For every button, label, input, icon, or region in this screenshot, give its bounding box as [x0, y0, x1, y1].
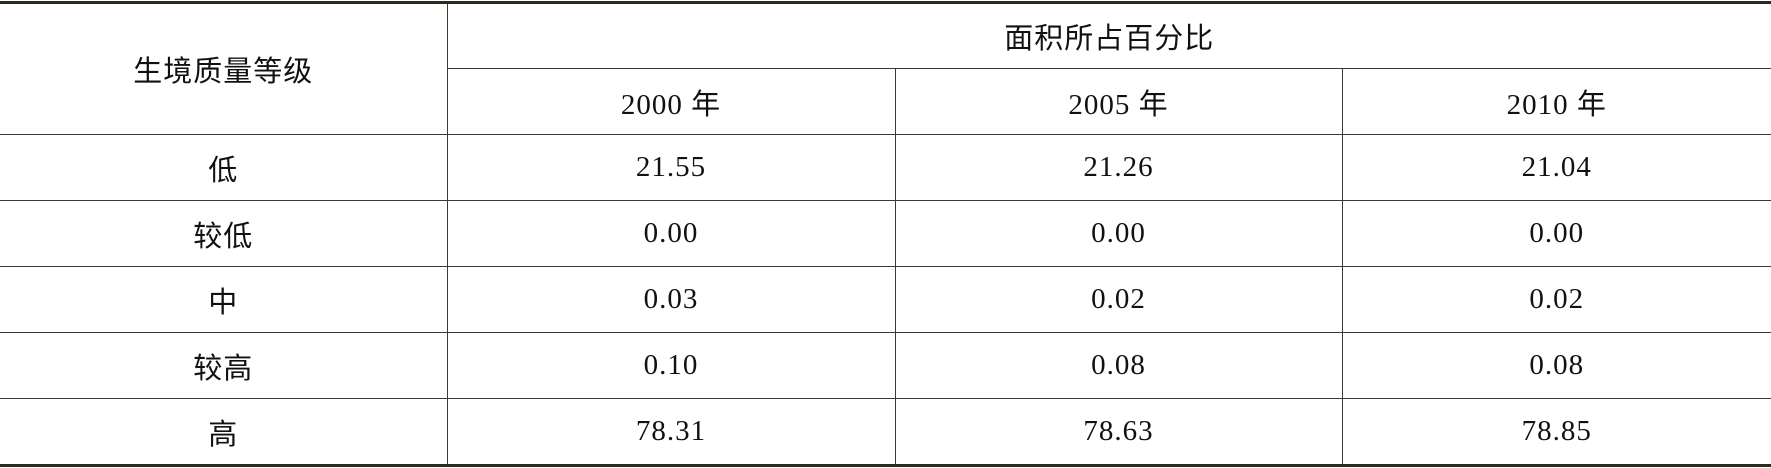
cell: 0.00: [1341, 200, 1771, 267]
cell: 0.10: [446, 332, 896, 399]
column-header: 2010 年: [1341, 68, 1771, 135]
cell: 78.63: [894, 398, 1343, 466]
cell: 0.02: [894, 266, 1343, 333]
row-label: 较低: [0, 200, 448, 267]
cell: 0.02: [1341, 266, 1771, 333]
cell: 0.03: [446, 266, 896, 333]
table-row: 高 78.31 78.63 78.85: [0, 398, 1771, 466]
cell: 78.85: [1341, 398, 1771, 466]
row-label: 中: [0, 266, 448, 333]
cell: 0.08: [1341, 332, 1771, 399]
cell: 21.26: [894, 134, 1343, 201]
cell: 78.31: [446, 398, 896, 466]
group-header: 面积所占百分比: [446, 2, 1771, 69]
header-row: 生境质量等级 面积所占百分比: [0, 2, 1771, 135]
cell: 21.04: [1341, 134, 1771, 201]
column-header: 2000 年: [447, 68, 896, 135]
cell: 0.00: [446, 200, 896, 267]
table-row: 低 21.55 21.26 21.04: [0, 134, 1771, 201]
row-label: 低: [0, 134, 448, 201]
cell: 0.00: [894, 200, 1343, 267]
row-label: 高: [0, 398, 448, 466]
table-row: 中 0.03 0.02 0.02: [0, 266, 1771, 333]
cell: 0.08: [894, 332, 1343, 399]
column-header: 2005 年: [894, 68, 1343, 135]
header-row: 2000 年 2005 年 2010 年: [0, 68, 1771, 135]
table-row: 较低 0.00 0.00 0.00: [0, 200, 1771, 267]
row-label-header: 生境质量等级: [0, 2, 448, 135]
table-row: 较高 0.10 0.08 0.08: [0, 332, 1771, 399]
row-label: 较高: [0, 332, 448, 399]
cell: 21.55: [446, 134, 896, 201]
